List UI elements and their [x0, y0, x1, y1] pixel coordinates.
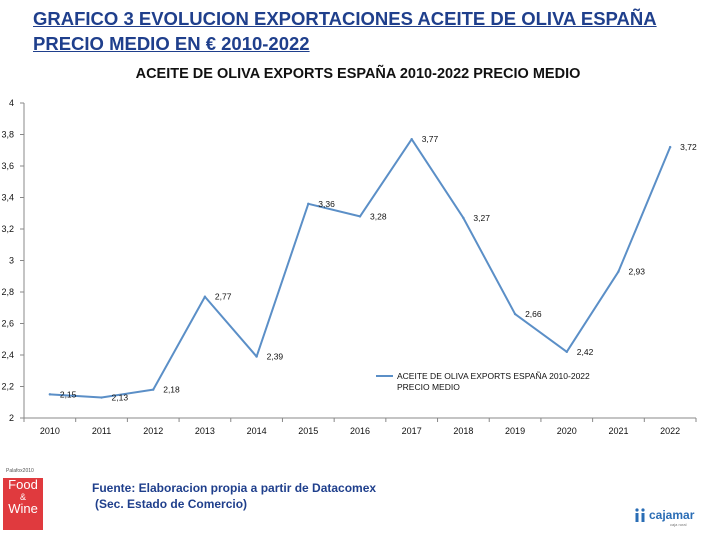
food-wine-logo: Palafox2010 Food & Wine: [3, 468, 43, 530]
data-label: 3,72: [680, 142, 697, 152]
y-tick-label: 2,8: [1, 287, 14, 297]
y-tick-label: 3,8: [1, 130, 14, 140]
data-point: [410, 138, 413, 141]
data-label: 2,13: [112, 393, 129, 403]
x-tick-label: 2019: [505, 426, 525, 436]
y-tick-label: 2,6: [1, 319, 14, 329]
data-label: 2,66: [525, 309, 542, 319]
cajamar-logo-icon: [635, 508, 645, 522]
data-point: [668, 145, 672, 149]
x-tick-label: 2020: [557, 426, 577, 436]
x-tick-label: 2013: [195, 426, 215, 436]
x-tick-label: 2011: [92, 426, 111, 436]
cajamar-logo-name: cajamar: [649, 508, 695, 522]
x-tick-label: 2016: [350, 426, 370, 436]
y-tick-label: 2: [9, 413, 14, 423]
food-wine-logo-tag: Palafox2010: [6, 468, 34, 474]
y-tick-label: 3,2: [1, 224, 14, 234]
y-tick-label: 2,2: [1, 382, 14, 392]
slide-title: GRAFICO 3 EVOLUCION EXPORTACIONES ACEITE…: [33, 8, 657, 54]
x-tick-label: 2015: [298, 426, 318, 436]
data-label: 2,39: [267, 352, 284, 362]
data-point: [203, 295, 207, 298]
food-wine-logo-word-1: Food: [8, 477, 38, 492]
data-label: 2,18: [163, 385, 180, 395]
food-wine-logo-word-2: Wine: [8, 501, 38, 516]
food-wine-logo-amp: &: [19, 492, 26, 502]
x-tick-label: 2018: [453, 426, 473, 436]
y-tick-label: 3,4: [1, 193, 14, 203]
source-note: Fuente: Elaboracion propia a partir de D…: [92, 480, 376, 512]
y-tick-label: 3,6: [1, 161, 14, 171]
data-point: [565, 350, 568, 354]
x-tick-label: 2021: [608, 426, 628, 436]
data-label: 3,77: [422, 134, 439, 144]
data-label: 2,15: [60, 389, 77, 399]
data-point: [307, 202, 310, 205]
cajamar-logo-sub: caja rural: [670, 522, 687, 527]
data-point: [100, 396, 103, 399]
line-chart: 2 2,2 2,4 2,6 2,8 3 3,2 3,4 3,6 3,8 4 2010 2011 2012 2…: [1, 98, 697, 436]
x-tick-label: 2017: [402, 426, 422, 436]
data-label: 2,42: [577, 347, 594, 357]
data-label: 2,77: [215, 292, 232, 302]
legend-label-line-2: PRECIO MEDIO: [397, 382, 460, 392]
x-tick-label: 2012: [143, 426, 163, 436]
data-label: 3,27: [473, 213, 490, 223]
x-tick-label: 2010: [40, 426, 60, 436]
y-tick-label: 4: [9, 98, 14, 108]
data-point: [617, 270, 620, 273]
data-point: [462, 216, 465, 220]
series-line: [49, 138, 672, 399]
data-label: 2,93: [628, 267, 645, 277]
legend-label-line-1: ACEITE DE OLIVA EXPORTS ESPAÑA 2010-2022: [397, 371, 590, 381]
data-point: [48, 393, 52, 396]
y-tick-label: 2,4: [1, 350, 14, 360]
source-line-1: Fuente: Elaboracion propia a partir de D…: [92, 481, 377, 495]
chart-title: ACEITE DE OLIVA EXPORTS ESPAÑA 2010-2022…: [135, 66, 581, 82]
data-label: 3,28: [370, 211, 387, 221]
data-label: 3,36: [318, 199, 335, 209]
source-line-2: (Sec. Estado de Comercio): [95, 497, 248, 511]
x-tick-label: 2014: [247, 426, 267, 436]
data-point: [358, 215, 362, 218]
data-point: [513, 312, 517, 316]
y-tick-label: 3: [9, 256, 14, 266]
cajamar-logo: cajamar caja rural: [634, 505, 704, 529]
x-tick-label: 2022: [660, 426, 680, 436]
data-point: [152, 388, 155, 391]
data-point: [255, 355, 258, 358]
